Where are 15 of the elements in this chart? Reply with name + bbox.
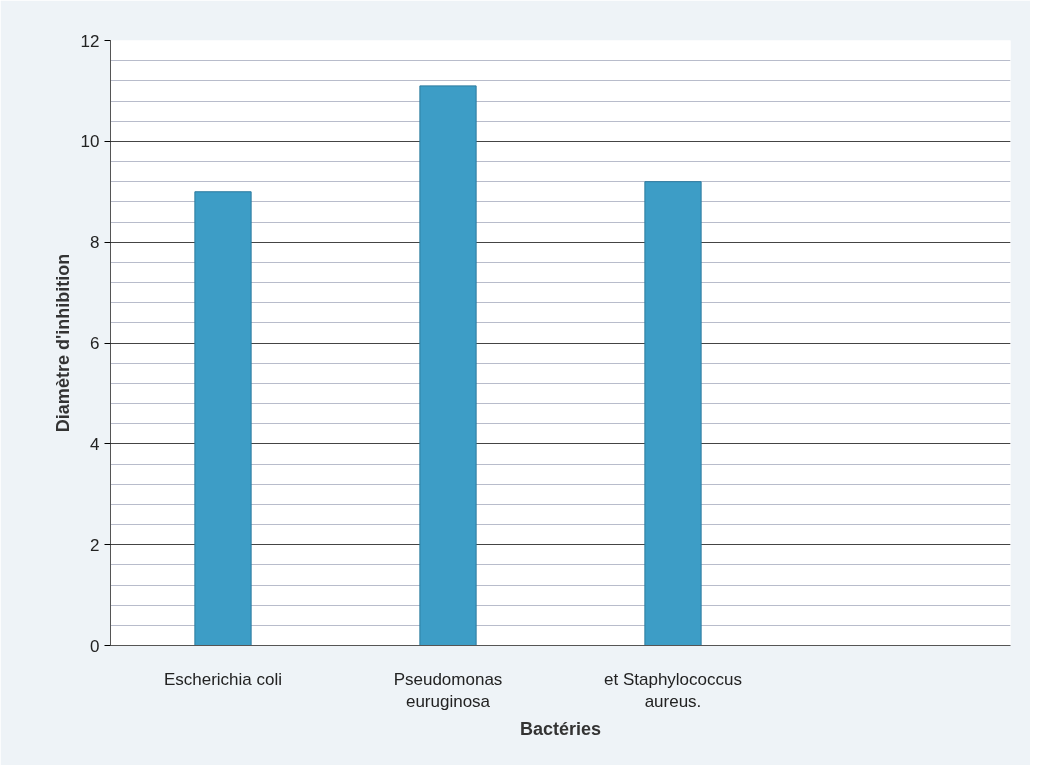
x-tick-label: et Staphylococcus aureus. [604,669,742,712]
y-tick-label: 4 [90,434,100,454]
x-tick-label: Pseudomonas euruginosa [393,669,503,712]
y-tick-label: 8 [90,233,100,253]
y-tick-label: 12 [80,31,100,51]
x-axis-title: Bactéries [519,719,602,740]
bar [644,181,702,646]
y-tick-label: 0 [90,636,100,656]
x-tick-label: Escherichia coli [163,669,283,689]
y-tick-label: 2 [90,535,100,555]
bar [419,85,477,646]
bar [194,191,252,646]
y-tick-label: 6 [90,334,100,353]
y-axis-title: Diamètre d'inhibition [52,253,73,433]
y-tick-label: 10 [80,132,100,152]
